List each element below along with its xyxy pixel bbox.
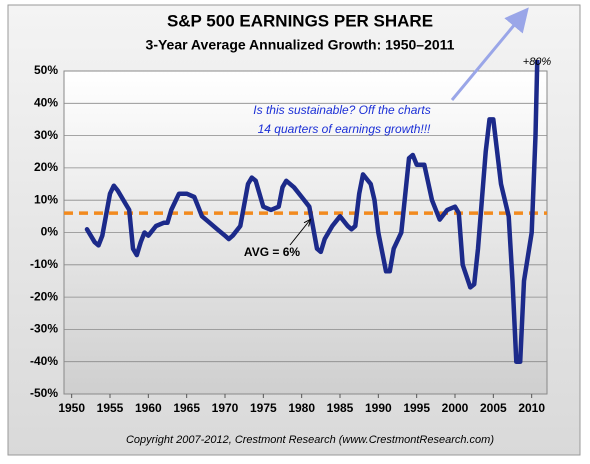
x-tick-label: 1995 xyxy=(403,401,430,415)
footer: Copyright 2007-2012, Crestmont Research … xyxy=(126,434,494,446)
x-tick-label: 1990 xyxy=(365,401,392,415)
y-tick-label: 50% xyxy=(34,63,58,77)
x-tick-label: 1950 xyxy=(58,401,85,415)
avg-label: AVG = 6% xyxy=(244,245,300,259)
x-tick-label: 1980 xyxy=(288,401,315,415)
x-tick-label: 1975 xyxy=(250,401,277,415)
y-tick-label: -20% xyxy=(30,289,58,303)
y-tick-label: -50% xyxy=(30,386,58,400)
avg-arrow xyxy=(289,220,310,246)
x-tick-label: 1955 xyxy=(97,401,124,415)
x-tick-label: 2005 xyxy=(480,401,507,415)
chart-title: S&P 500 EARNINGS PER SHARE xyxy=(167,11,433,30)
x-tick-label: 1970 xyxy=(212,401,239,415)
y-tick-label: 40% xyxy=(34,95,58,109)
y-tick-label: 20% xyxy=(34,160,58,174)
x-tick-label: 1960 xyxy=(135,401,162,415)
x-tick-label: 1985 xyxy=(327,401,354,415)
y-tick-label: 0% xyxy=(41,225,59,239)
x-tick-label: 1965 xyxy=(173,401,200,415)
chart-subtitle: 3-Year Average Annualized Growth: 1950–2… xyxy=(146,37,455,53)
y-tick-label: 10% xyxy=(34,192,58,206)
y-tick-label: -40% xyxy=(30,354,58,368)
callout-arrow xyxy=(450,7,529,101)
y-tick-label: 30% xyxy=(34,128,58,142)
x-tick-label: 2000 xyxy=(442,401,469,415)
y-tick-label: -10% xyxy=(30,257,58,271)
eps-growth-line xyxy=(84,60,540,364)
x-tick-label: 2010 xyxy=(518,401,545,415)
peak-label: +80% xyxy=(523,56,552,68)
callout-line: Is this sustainable? Off the charts xyxy=(253,103,430,117)
callout-line: 14 quarters of earnings growth!!! xyxy=(258,122,431,136)
y-tick-label: -30% xyxy=(30,322,58,336)
